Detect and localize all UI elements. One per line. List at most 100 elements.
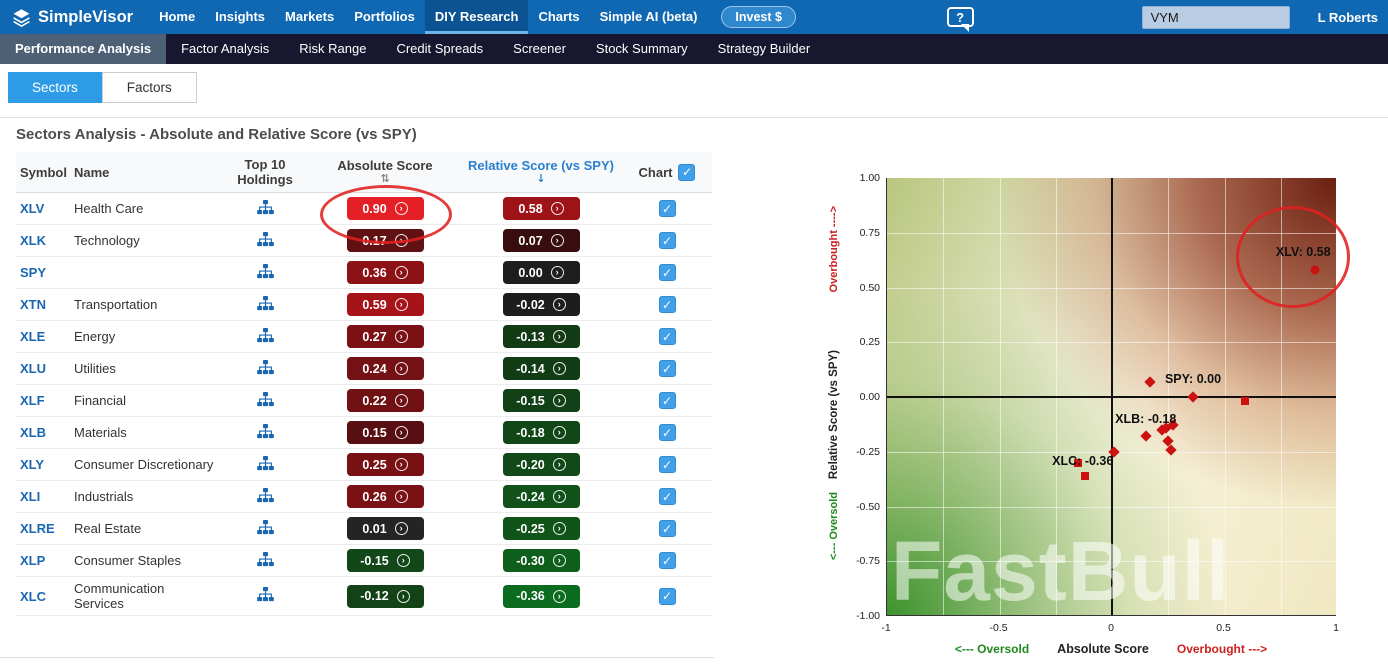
holdings-icon[interactable] xyxy=(256,263,274,279)
relative-score-badge[interactable]: 0.58 › xyxy=(502,197,580,220)
col-symbol[interactable]: Symbol xyxy=(16,152,70,193)
tab-sectors[interactable]: Sectors xyxy=(8,72,102,103)
relative-score-badge[interactable]: -0.14 › xyxy=(502,357,580,380)
tab-strategy-builder[interactable]: Strategy Builder xyxy=(717,41,811,56)
holdings-icon[interactable] xyxy=(256,423,274,439)
tab-factor-analysis[interactable]: Factor Analysis xyxy=(181,41,270,56)
holdings-icon[interactable] xyxy=(256,455,274,471)
chart-point-XLB[interactable] xyxy=(1140,430,1152,443)
absolute-score-badge[interactable]: 0.26 › xyxy=(346,485,424,508)
absolute-score-badge[interactable]: -0.15 › xyxy=(346,549,424,572)
chart-checkbox[interactable]: ✓ xyxy=(658,587,676,605)
invest-button[interactable]: Invest $ xyxy=(721,6,796,28)
help-icon[interactable]: ? xyxy=(946,7,974,32)
symbol-link[interactable]: XLK xyxy=(20,233,46,248)
holdings-icon[interactable] xyxy=(256,487,274,503)
sort-icon[interactable]: ⇅ xyxy=(380,172,390,186)
chart-select-all-checkbox[interactable]: ✓ xyxy=(678,163,696,181)
absolute-score-badge[interactable]: -0.12 › xyxy=(346,584,424,608)
chart-checkbox[interactable]: ✓ xyxy=(658,392,676,409)
symbol-link[interactable]: XTN xyxy=(20,297,46,312)
nav-diy-research[interactable]: DIY Research xyxy=(424,0,529,34)
chart-checkbox[interactable]: ✓ xyxy=(658,264,676,281)
nav-insights[interactable]: Insights xyxy=(215,9,266,24)
absolute-score-badge[interactable]: 0.90 › xyxy=(346,197,424,220)
chart-checkbox[interactable]: ✓ xyxy=(658,552,676,569)
relative-score-badge[interactable]: -0.24 › xyxy=(502,485,580,508)
symbol-link[interactable]: XLE xyxy=(20,329,46,344)
holdings-icon[interactable] xyxy=(256,587,274,602)
chart-checkbox[interactable]: ✓ xyxy=(658,488,676,505)
chart-checkbox[interactable]: ✓ xyxy=(658,296,676,313)
tab-factors[interactable]: Factors xyxy=(101,72,197,103)
chart-point-XLC[interactable] xyxy=(1081,471,1089,480)
relative-score-badge[interactable]: -0.30 › xyxy=(502,549,580,572)
symbol-link[interactable]: XLU xyxy=(20,361,46,376)
holdings-icon[interactable] xyxy=(256,551,274,567)
chart-point-SPY[interactable] xyxy=(1187,391,1199,403)
relative-score-badge[interactable]: -0.02 › xyxy=(502,293,580,316)
nav-simple-ai[interactable]: Simple AI (beta) xyxy=(599,9,698,24)
tab-screener[interactable]: Screener xyxy=(513,41,566,56)
brand[interactable]: SimpleVisor xyxy=(12,8,133,27)
holdings-icon[interactable] xyxy=(256,359,274,375)
symbol-link[interactable]: XLY xyxy=(20,457,45,472)
chart-point-XLP[interactable] xyxy=(1074,458,1083,467)
tab-stock-summary[interactable]: Stock Summary xyxy=(595,41,688,56)
chart-point-XLV[interactable] xyxy=(1310,265,1319,275)
absolute-score-badge[interactable]: 0.27 › xyxy=(346,325,424,348)
col-absolute-score[interactable]: Absolute Score ⇅ xyxy=(310,152,460,193)
holdings-icon[interactable] xyxy=(256,295,274,311)
nav-markets[interactable]: Markets xyxy=(285,9,335,24)
user-menu[interactable]: L Roberts xyxy=(1317,9,1378,25)
symbol-link[interactable]: XLF xyxy=(20,393,45,408)
symbol-link[interactable]: XLC xyxy=(20,588,46,604)
scatter-plot[interactable]: FastBull XLV: 0.58 SPY: 0.00 XLB: -0.18 XLC… xyxy=(886,178,1336,616)
relative-score-badge[interactable]: 0.07 › xyxy=(502,229,580,252)
absolute-score-badge[interactable]: 0.22 › xyxy=(346,389,424,412)
symbol-link[interactable]: XLV xyxy=(20,201,45,216)
tab-credit-spreads[interactable]: Credit Spreads xyxy=(396,41,484,56)
holdings-icon[interactable] xyxy=(256,199,274,215)
relative-score-badge[interactable]: -0.18 › xyxy=(502,421,580,444)
col-relative-score[interactable]: Relative Score (vs SPY) ↓ xyxy=(460,152,622,193)
chart-point-XTN[interactable] xyxy=(1240,397,1249,406)
symbol-link[interactable]: XLB xyxy=(20,425,46,440)
chart-point-XLK[interactable] xyxy=(1144,375,1156,388)
symbol-link[interactable]: XLP xyxy=(20,553,46,568)
symbol-link[interactable]: XLRE xyxy=(20,521,55,536)
nav-charts[interactable]: Charts xyxy=(538,9,580,24)
relative-score-badge[interactable]: -0.15 › xyxy=(502,389,580,412)
col-name[interactable]: Name xyxy=(70,152,220,193)
relative-score-badge[interactable]: 0.00 › xyxy=(502,261,580,284)
ticker-search-input[interactable]: VYM xyxy=(1141,5,1290,29)
relative-score-badge[interactable]: -0.25 › xyxy=(502,517,580,540)
symbol-link[interactable]: SPY xyxy=(20,265,47,280)
chart-checkbox[interactable]: ✓ xyxy=(658,200,676,217)
holdings-icon[interactable] xyxy=(256,519,274,535)
holdings-icon[interactable] xyxy=(256,391,274,407)
absolute-score-badge[interactable]: 0.01 › xyxy=(346,517,424,540)
absolute-score-badge[interactable]: 0.15 › xyxy=(346,421,424,444)
relative-score-badge[interactable]: -0.20 › xyxy=(502,453,580,476)
holdings-icon[interactable] xyxy=(256,327,274,343)
absolute-score-badge[interactable]: 0.25 › xyxy=(346,453,424,476)
tab-risk-range[interactable]: Risk Range xyxy=(299,41,367,56)
chart-checkbox[interactable]: ✓ xyxy=(658,232,676,249)
holdings-icon[interactable] xyxy=(256,231,274,247)
absolute-score-badge[interactable]: 0.24 › xyxy=(346,357,424,380)
relative-score-badge[interactable]: -0.36 › xyxy=(502,584,580,608)
nav-portfolios[interactable]: Portfolios xyxy=(354,9,415,24)
chart-checkbox[interactable]: ✓ xyxy=(658,360,676,377)
relative-score-badge[interactable]: -0.13 › xyxy=(502,325,580,348)
symbol-link[interactable]: XLI xyxy=(20,489,41,504)
tab-performance-analysis[interactable]: Performance Analysis xyxy=(0,34,167,64)
chart-checkbox[interactable]: ✓ xyxy=(658,456,676,473)
absolute-score-badge[interactable]: 0.36 › xyxy=(346,261,424,284)
sort-desc-icon[interactable]: ↓ xyxy=(536,172,546,186)
nav-home[interactable]: Home xyxy=(159,9,196,24)
absolute-score-badge[interactable]: 0.17 › xyxy=(346,229,424,252)
absolute-score-badge[interactable]: 0.59 › xyxy=(346,293,424,316)
chart-checkbox[interactable]: ✓ xyxy=(658,424,676,441)
chart-checkbox[interactable]: ✓ xyxy=(658,520,676,537)
